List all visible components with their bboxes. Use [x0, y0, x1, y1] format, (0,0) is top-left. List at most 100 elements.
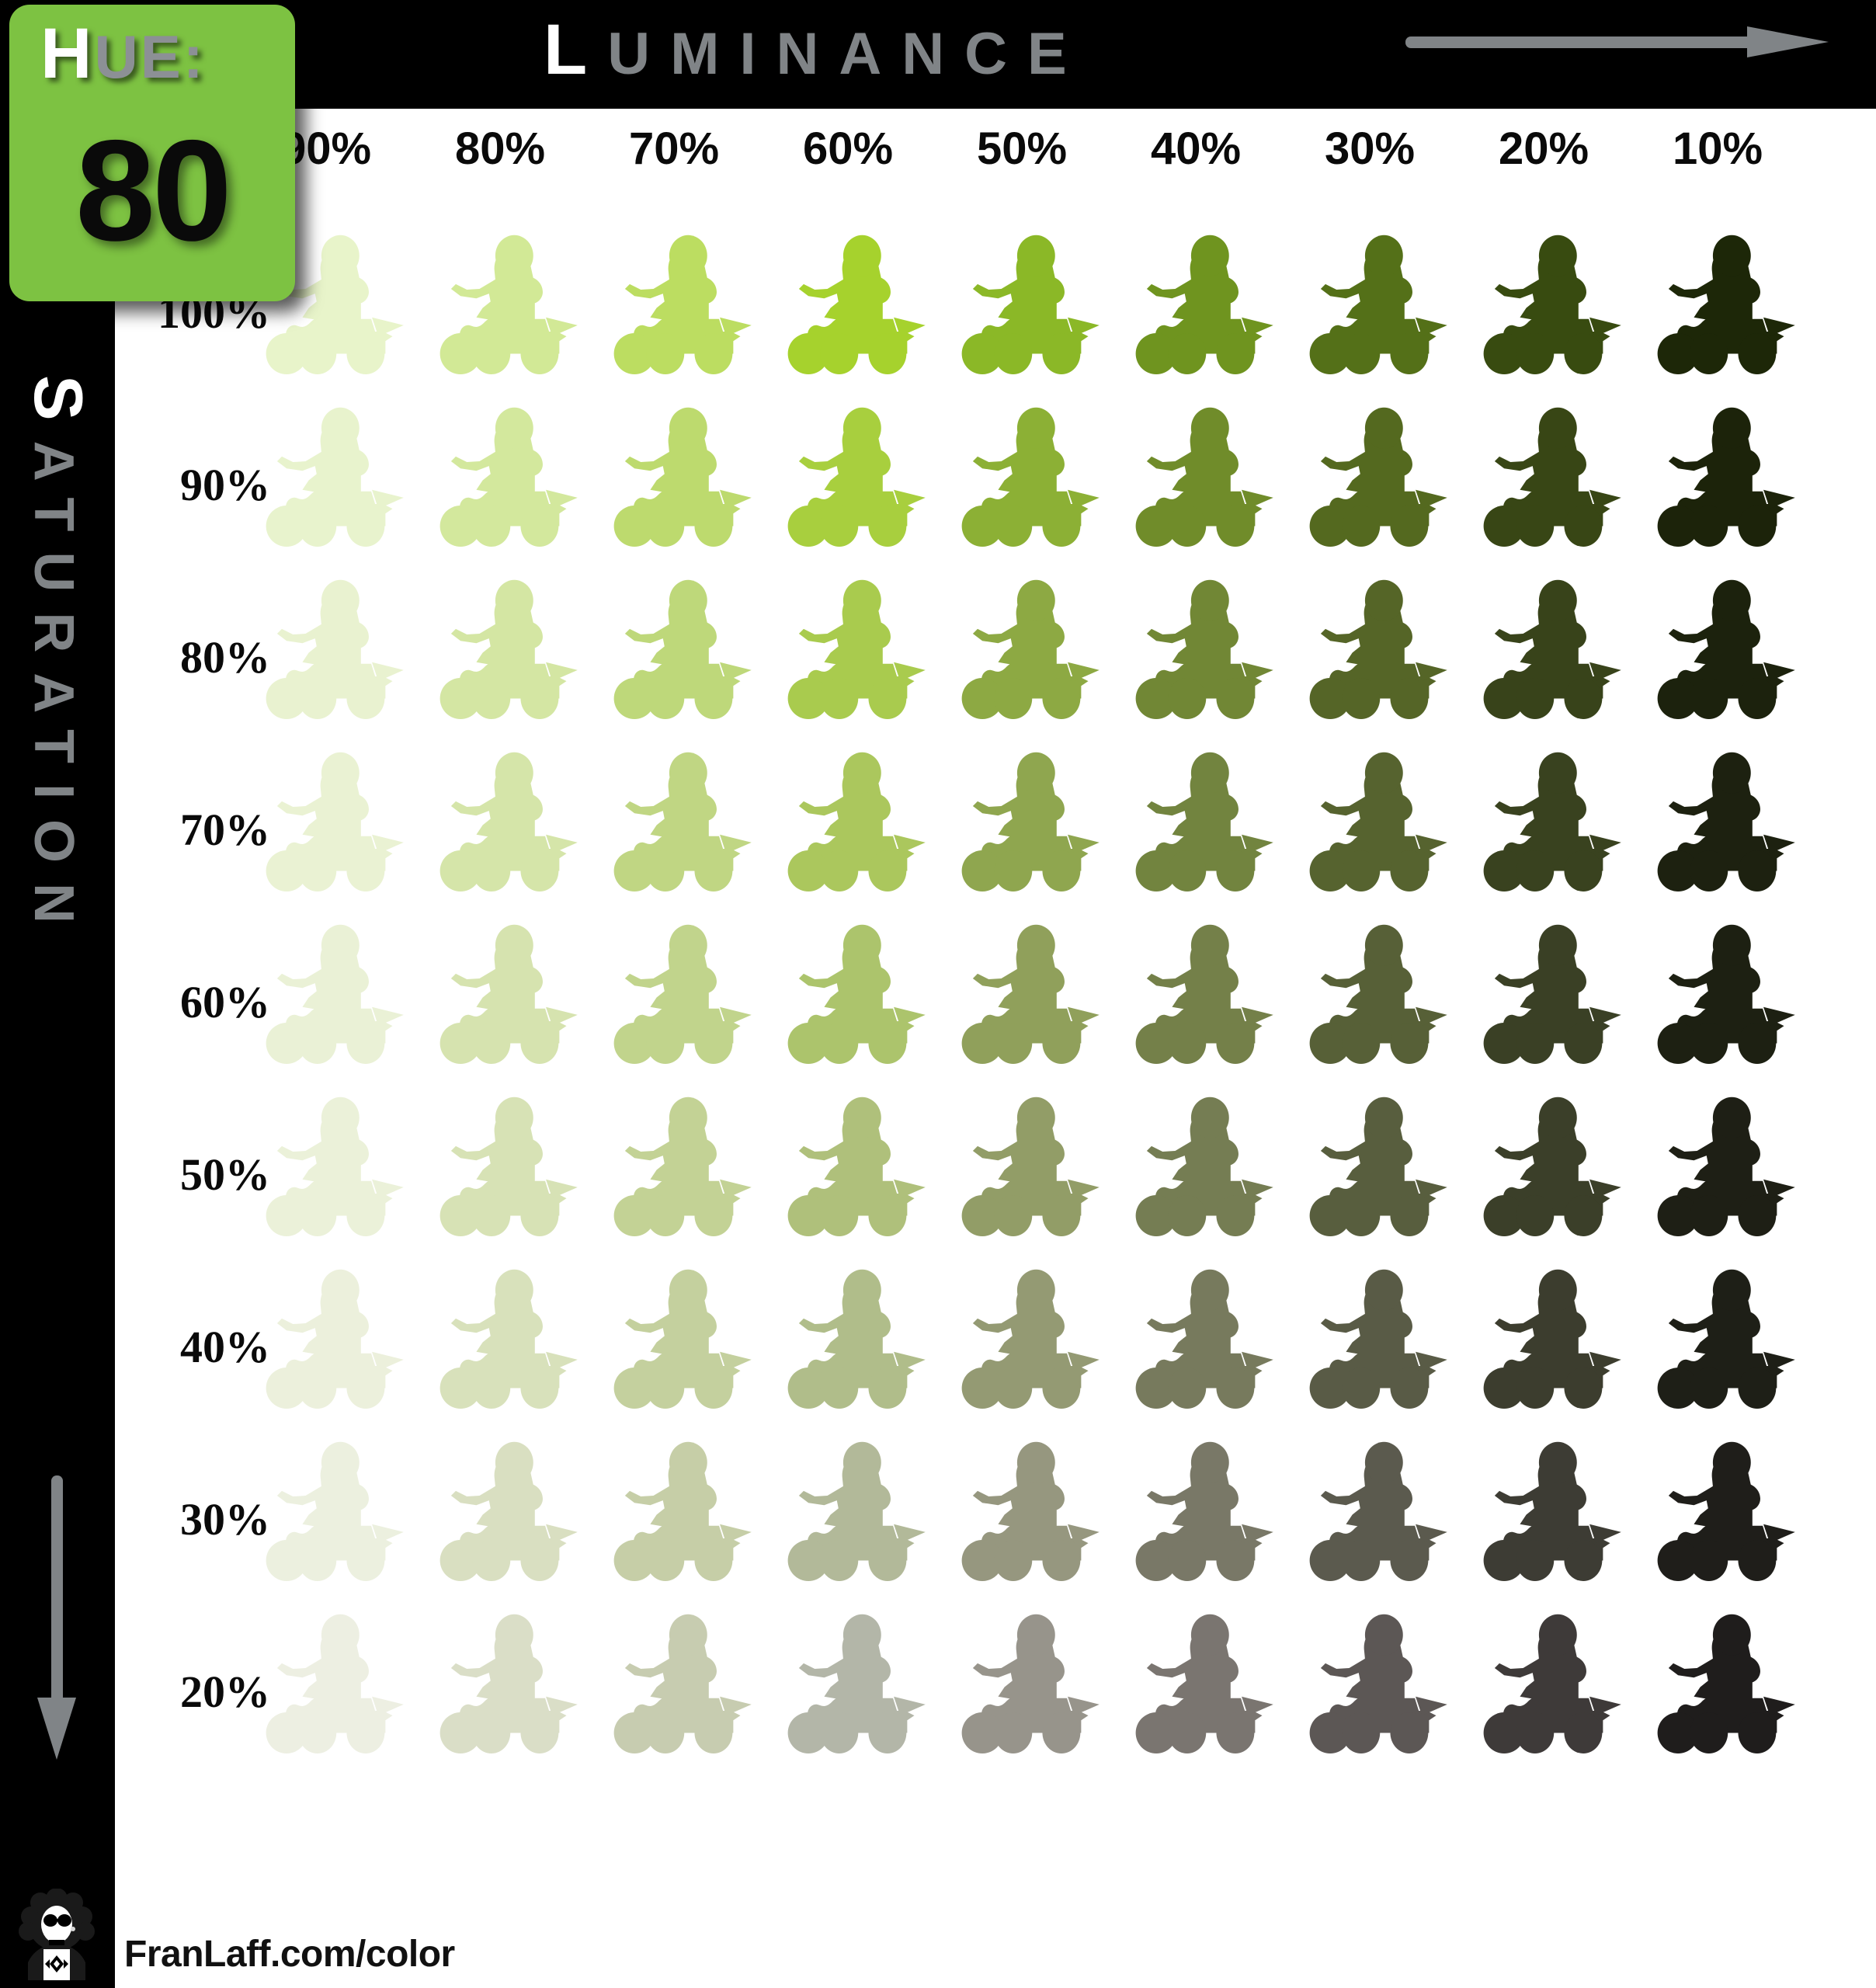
atv-quad-rider-silhouette-icon — [1657, 407, 1795, 547]
atv-quad-rider-silhouette-icon — [613, 235, 752, 374]
color-swatch-cell — [239, 1236, 413, 1409]
color-swatch-cell — [587, 1236, 761, 1409]
saturation-row-header: 20% — [180, 1667, 270, 1717]
atv-quad-rider-silhouette-icon — [266, 1269, 404, 1409]
color-swatch-cell — [1109, 891, 1283, 1064]
atv-quad-rider-silhouette-icon — [1483, 1269, 1621, 1409]
atv-quad-rider-silhouette-icon — [439, 1441, 578, 1581]
atv-quad-rider-silhouette-icon — [1483, 1097, 1621, 1236]
atv-quad-rider-silhouette-icon — [613, 407, 752, 547]
color-swatch-cell — [1109, 1236, 1283, 1409]
color-swatch-cell — [1109, 547, 1283, 719]
color-swatch-cell — [587, 1581, 761, 1753]
atv-quad-rider-silhouette-icon — [1657, 235, 1795, 374]
color-swatch-cell — [239, 1409, 413, 1581]
color-swatch-cell — [1457, 891, 1631, 1064]
atv-quad-rider-silhouette-icon — [1135, 1097, 1273, 1236]
atv-quad-rider-silhouette-icon — [961, 1441, 1100, 1581]
color-swatch-cell — [761, 1409, 935, 1581]
atv-quad-rider-silhouette-icon — [1135, 1269, 1273, 1409]
saturation-row-header: 40% — [180, 1322, 270, 1372]
atv-quad-rider-silhouette-icon — [787, 1269, 926, 1409]
atv-quad-rider-silhouette-icon — [1135, 1441, 1273, 1581]
luminance-column-header: 80% — [454, 123, 546, 174]
color-swatch-cell — [413, 1236, 587, 1409]
atv-quad-rider-silhouette-icon — [266, 407, 404, 547]
color-swatch-cell — [1631, 719, 1805, 891]
luminance-column-header: 50% — [976, 123, 1068, 174]
atv-quad-rider-silhouette-icon — [266, 579, 404, 719]
color-swatch-cell — [935, 1064, 1109, 1236]
atv-quad-rider-silhouette-icon — [1309, 1441, 1447, 1581]
color-swatch-cell — [1631, 1409, 1805, 1581]
color-swatch-cell — [1631, 547, 1805, 719]
saturation-axis-title: SATURATION — [1, 353, 116, 966]
color-swatch-cell — [413, 719, 587, 891]
site-url-label: FranLaff.com/color — [124, 1934, 455, 1975]
atv-quad-rider-silhouette-icon — [1483, 579, 1621, 719]
atv-quad-rider-silhouette-icon — [266, 1097, 404, 1236]
atv-quad-rider-silhouette-icon — [1309, 235, 1447, 374]
color-swatch-cell — [413, 1064, 587, 1236]
franlaff-avatar-logo-icon — [11, 1889, 102, 1980]
atv-quad-rider-silhouette-icon — [613, 1097, 752, 1236]
color-swatch-cell — [587, 547, 761, 719]
atv-quad-rider-silhouette-icon — [266, 752, 404, 891]
color-swatch-cell — [239, 891, 413, 1064]
hue-badge: HUE: 80 — [9, 5, 295, 301]
color-swatch-cell — [413, 1409, 587, 1581]
color-swatch-cell — [239, 1581, 413, 1753]
atv-quad-rider-silhouette-icon — [1483, 235, 1621, 374]
color-swatch-cell — [1631, 1064, 1805, 1236]
atv-quad-rider-silhouette-icon — [613, 1269, 752, 1409]
hue-label-cap: H — [40, 14, 95, 93]
atv-quad-rider-silhouette-icon — [439, 924, 578, 1064]
atv-quad-rider-silhouette-icon — [439, 579, 578, 719]
atv-quad-rider-silhouette-icon — [1309, 924, 1447, 1064]
atv-quad-rider-silhouette-icon — [1483, 752, 1621, 891]
atv-quad-rider-silhouette-icon — [1309, 1614, 1447, 1753]
atv-quad-rider-silhouette-icon — [787, 1441, 926, 1581]
color-swatch-cell — [1283, 1581, 1457, 1753]
atv-quad-rider-silhouette-icon — [1483, 1614, 1621, 1753]
atv-quad-rider-silhouette-icon — [1483, 924, 1621, 1064]
color-swatch-cell — [761, 719, 935, 891]
color-swatch-cell — [935, 374, 1109, 547]
luminance-axis-title: LUMINANCE — [544, 11, 1087, 93]
atv-quad-rider-silhouette-icon — [1135, 1614, 1273, 1753]
color-swatch-cell — [1283, 1236, 1457, 1409]
color-swatch-cell — [413, 547, 587, 719]
color-swatch-cell — [1109, 374, 1283, 547]
atv-quad-rider-silhouette-icon — [961, 924, 1100, 1064]
color-swatch-cell — [1109, 1064, 1283, 1236]
color-swatch-cell — [587, 374, 761, 547]
hue-label: HUE: — [40, 18, 206, 92]
color-swatch-cell — [1631, 1581, 1805, 1753]
color-swatch-cell — [935, 1409, 1109, 1581]
color-swatch-cell — [1631, 374, 1805, 547]
atv-quad-rider-silhouette-icon — [787, 1614, 926, 1753]
atv-quad-rider-silhouette-icon — [1309, 407, 1447, 547]
color-swatch-cell — [239, 719, 413, 891]
atv-quad-rider-silhouette-icon — [787, 924, 926, 1064]
color-swatch-cell — [1457, 547, 1631, 719]
color-swatch-cell — [1457, 1236, 1631, 1409]
saturation-title-rest: ATURATION — [23, 440, 85, 944]
atv-quad-rider-silhouette-icon — [1309, 1269, 1447, 1409]
saturation-row-header: 60% — [180, 977, 270, 1027]
atv-quad-rider-silhouette-icon — [613, 752, 752, 891]
luminance-column-header: 10% — [1672, 123, 1763, 174]
color-swatch-cell — [761, 1581, 935, 1753]
luminance-title-rest: UMINANCE — [607, 21, 1087, 87]
saturation-row-header: 50% — [180, 1149, 270, 1200]
saturation-row-header: 80% — [180, 632, 270, 683]
atv-quad-rider-silhouette-icon — [1657, 924, 1795, 1064]
color-swatch-cell — [1631, 202, 1805, 374]
atv-quad-rider-silhouette-icon — [439, 1097, 578, 1236]
color-swatch-cell — [587, 202, 761, 374]
atv-quad-rider-silhouette-icon — [1309, 579, 1447, 719]
atv-quad-rider-silhouette-icon — [439, 752, 578, 891]
arrow-down-icon — [37, 1475, 76, 1760]
color-swatch-cell — [935, 891, 1109, 1064]
atv-quad-rider-silhouette-icon — [613, 1441, 752, 1581]
